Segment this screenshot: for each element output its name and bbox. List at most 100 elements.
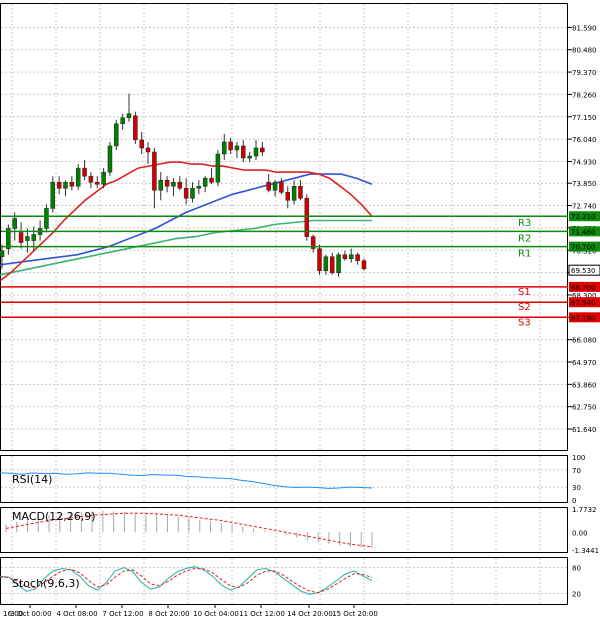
moving-average-slow <box>0 219 372 276</box>
y-tick-label: 78.260 <box>572 91 597 99</box>
y-tick-label: 68.300 <box>572 292 597 300</box>
candle-bearish <box>228 141 233 151</box>
candle-bullish <box>171 181 176 187</box>
candle-bearish <box>285 192 290 201</box>
level-price-label: 67.940 <box>571 299 596 307</box>
rsi-tick-label: 70 <box>572 467 581 475</box>
x-tick-label: 10 Oct 04:00 <box>193 610 239 618</box>
candle-bullish <box>0 250 5 257</box>
candle-bullish <box>336 254 341 274</box>
x-tick-label: 8 Oct 20:00 <box>148 610 189 618</box>
y-tick-label: 76.040 <box>572 136 597 144</box>
candle-bearish <box>139 139 144 149</box>
candle-bearish <box>82 167 87 177</box>
level-name-s2: S2 <box>518 302 531 313</box>
level-price-label: 67.190 <box>571 314 596 322</box>
candle-bearish <box>88 175 94 183</box>
candle-bearish <box>56 181 62 189</box>
candle-bearish <box>95 181 100 185</box>
candle-bearish <box>183 187 189 199</box>
candle-bullish <box>196 185 202 189</box>
candle-bearish <box>133 115 138 141</box>
y-tick-label: 63.860 <box>572 381 597 389</box>
candle-bullish <box>31 234 36 241</box>
macd-signal-line <box>5 512 373 548</box>
candle-bullish <box>291 185 297 201</box>
level-price-tag <box>569 226 600 237</box>
moving-average-fast <box>0 161 373 282</box>
rsi-tick-label: 30 <box>572 484 581 492</box>
level-name-r1: R1 <box>518 249 531 260</box>
candle-bullish <box>12 218 17 229</box>
candle-bullish <box>114 123 119 147</box>
macd-tick-label: -1.3441 <box>572 547 599 555</box>
candle-bearish <box>329 256 335 274</box>
level-price-tag <box>569 211 600 222</box>
candle-bullish <box>158 179 163 191</box>
candle-bearish <box>310 236 316 249</box>
x-tick-label: 14 Oct 20:00 <box>287 610 333 618</box>
candle-bullish <box>190 187 195 199</box>
candle-bullish <box>75 167 81 187</box>
y-tick-label: 81.590 <box>572 24 597 32</box>
y-tick-label: 77.150 <box>572 114 597 122</box>
candle-bullish <box>253 147 259 157</box>
x-tick-label: 7 Oct 12:00 <box>102 610 143 618</box>
level-name-r2: R2 <box>518 233 531 244</box>
x-tick-label: 15 Oct 20:00 <box>332 610 378 618</box>
x-tick-label: 3 Oct 00:00 <box>10 610 51 618</box>
level-price-label: 70.700 <box>571 244 596 252</box>
level-name-s1: S1 <box>518 287 531 298</box>
candle-bearish <box>304 198 310 237</box>
y-tick-label: 74.930 <box>572 158 597 166</box>
stoch-title: Stoch(9,6,3) <box>12 577 80 590</box>
y-tick-label: 79.370 <box>572 69 597 77</box>
y-tick-label: 61.640 <box>572 426 597 434</box>
moving-average-mid <box>0 173 373 266</box>
x-tick-label: 4 Oct 08:00 <box>56 610 97 618</box>
candle-bearish <box>266 181 271 191</box>
candle-bullish <box>222 141 227 155</box>
x-tick-label-partial: 16:00 <box>3 610 23 618</box>
candle-bearish <box>260 147 265 153</box>
current-price-label: 69.530 <box>571 267 596 275</box>
candle-bearish <box>152 151 157 191</box>
candle-bullish <box>349 254 354 259</box>
level-price-tag <box>569 312 600 323</box>
candle-bearish <box>342 254 348 259</box>
rsi-line <box>0 472 373 489</box>
candle-bullish <box>120 117 125 125</box>
candle-bearish <box>209 177 214 183</box>
candle-bearish <box>361 260 367 270</box>
y-tick-label: 80.480 <box>572 47 597 55</box>
candle-bullish <box>247 155 252 159</box>
candle-bearish <box>279 181 284 193</box>
level-price-tag <box>569 281 600 292</box>
y-tick-label: 72.740 <box>572 203 597 211</box>
stoch-k-line <box>0 566 373 595</box>
macd-title: MACD(12,26,9) <box>12 510 96 523</box>
rsi-tick-label: 100 <box>572 454 585 462</box>
rsi-tick-label: 0 <box>572 497 576 505</box>
candle-bearish <box>317 248 322 272</box>
y-tick-label: 62.750 <box>572 404 597 412</box>
candle-bearish <box>145 147 151 153</box>
macd-tick-label: 0.00 <box>572 529 588 537</box>
candle-bullish <box>323 256 329 272</box>
panel-frame-stoch <box>0 557 568 605</box>
candle-bearish <box>177 181 183 189</box>
y-tick-label: 66.080 <box>572 337 597 345</box>
candle-bearish <box>69 181 75 187</box>
candle-bullish <box>50 181 56 209</box>
candle-bullish <box>202 177 208 187</box>
candle-bearish <box>241 145 246 159</box>
candle-bearish <box>355 254 360 261</box>
stoch-tick-label: 20 <box>572 590 581 598</box>
current-price-tag <box>568 264 600 276</box>
candle-bearish <box>164 179 170 187</box>
candle-bullish <box>126 113 132 119</box>
candle-bullish <box>25 236 30 241</box>
panel-frame-main <box>0 3 568 451</box>
candle-bullish <box>44 208 49 229</box>
